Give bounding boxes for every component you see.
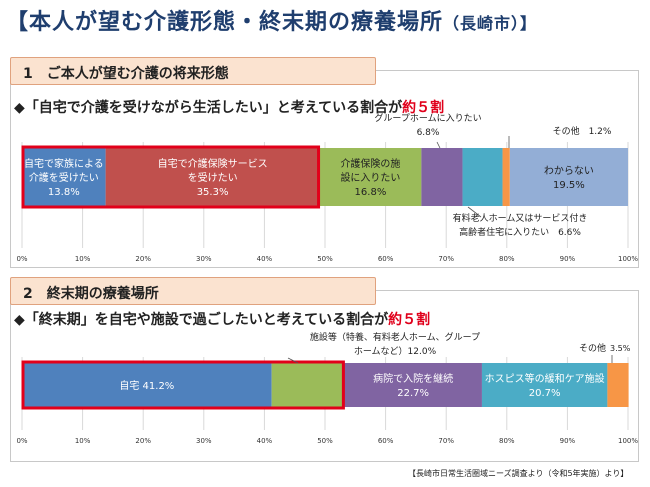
data-label: 16.8% bbox=[355, 187, 387, 198]
section-2-lead-accent: 約５割 bbox=[388, 312, 431, 328]
data-label: 有料老人ホーム又はサービス付き bbox=[453, 212, 588, 224]
data-label: その他 1.2% bbox=[553, 125, 612, 137]
data-label: 自宅で介護保険サービス bbox=[158, 157, 268, 170]
tick-label: 50% bbox=[317, 255, 333, 263]
bar-segment bbox=[344, 363, 482, 407]
tick-label: 20% bbox=[135, 437, 151, 445]
section-1-lead-accent: 約５割 bbox=[402, 100, 445, 116]
tick-label: 30% bbox=[196, 255, 212, 263]
tick-label: 60% bbox=[378, 437, 394, 445]
tick-label: 0% bbox=[16, 437, 27, 445]
data-label: 施設等（特養、有料老人ホーム、グループ bbox=[310, 331, 480, 343]
data-label: グループホームに入りたい bbox=[374, 112, 481, 124]
section-2-lead-text: ◆「終末期」を自宅や施設で過ごしたいと考えている割合が bbox=[14, 312, 389, 328]
tick-label: 80% bbox=[499, 255, 515, 263]
data-label: 20.7% bbox=[529, 388, 561, 399]
data-label: 設に入りたい bbox=[340, 171, 400, 184]
data-label: 3.5% bbox=[610, 344, 631, 353]
bar-segment bbox=[22, 148, 106, 206]
tick-label: 30% bbox=[196, 437, 212, 445]
bar-segment bbox=[105, 148, 320, 206]
section-2-lead: ◆「終末期」を自宅や施設で過ごしたいと考えている割合が約５割 bbox=[14, 309, 430, 329]
bar-segment bbox=[271, 363, 345, 407]
tick-label: 90% bbox=[560, 255, 576, 263]
data-label: 高齢者住宅に入りたい 6.6% bbox=[459, 226, 581, 238]
bar-segment bbox=[421, 148, 463, 206]
data-label: 35.3% bbox=[197, 187, 229, 198]
tick-label: 40% bbox=[257, 255, 273, 263]
tick-label: 50% bbox=[317, 437, 333, 445]
data-label: 自宅 41.2% bbox=[119, 379, 174, 392]
data-label: わからない bbox=[544, 165, 594, 177]
tick-label: 80% bbox=[499, 437, 515, 445]
data-label: ホームなど）12.0% bbox=[354, 346, 437, 357]
section-1-heading: 1 ご本人が望む介護の将来形態 bbox=[10, 57, 376, 85]
leader-line bbox=[287, 357, 299, 364]
data-label: 13.8% bbox=[48, 187, 80, 198]
section-2-heading: 2 終末期の療養場所 bbox=[10, 277, 376, 305]
highlight-box bbox=[21, 360, 345, 410]
bar-segment bbox=[607, 363, 629, 407]
data-label: ホスピス等の緩和ケア施設 bbox=[485, 372, 605, 385]
tick-label: 60% bbox=[378, 255, 394, 263]
page-title-sub: （長崎市）】 bbox=[443, 14, 538, 33]
bar-segment bbox=[22, 363, 272, 407]
data-label: 病院で入院を継続 bbox=[373, 372, 453, 385]
tick-label: 100% bbox=[618, 437, 638, 445]
data-label: を受けたい bbox=[188, 172, 238, 184]
section-1-lead: ◆「自宅で介護を受けながら生活したい」と考えている割合が約５割 bbox=[14, 97, 444, 117]
highlight-box bbox=[21, 145, 321, 209]
leader-line bbox=[436, 141, 441, 149]
tick-label: 10% bbox=[75, 255, 91, 263]
section-1-lead-text: ◆「自宅で介護を受けながら生活したい」と考えている割合が bbox=[14, 100, 403, 116]
bar-segment bbox=[502, 148, 510, 206]
tick-label: 10% bbox=[75, 437, 91, 445]
tick-label: 90% bbox=[560, 437, 576, 445]
page-title-main: 【本人が望む介護形態・終末期の療養場所 bbox=[6, 10, 444, 35]
bar-segment bbox=[509, 148, 628, 206]
tick-label: 20% bbox=[135, 255, 151, 263]
tick-label: 40% bbox=[257, 437, 273, 445]
bar-segment bbox=[481, 363, 608, 407]
leader-line bbox=[467, 206, 482, 218]
bar-segment bbox=[319, 148, 422, 206]
tick-label: 100% bbox=[618, 255, 638, 263]
data-label: 6.8% bbox=[417, 128, 440, 138]
data-label: 介護を受けたい bbox=[29, 171, 99, 184]
source-note: 【長崎市日常生活圏域ニーズ調査より（令和5年実施）より】 bbox=[408, 469, 629, 478]
data-label: その他 bbox=[579, 342, 606, 354]
data-label: 介護保険の施 bbox=[340, 157, 400, 170]
bar-segment bbox=[462, 148, 503, 206]
tick-label: 70% bbox=[438, 437, 454, 445]
data-label: 22.7% bbox=[397, 388, 429, 399]
tick-label: 70% bbox=[438, 255, 454, 263]
data-label: 19.5% bbox=[553, 180, 585, 191]
data-label: 自宅で家族による bbox=[24, 157, 104, 170]
page-title: 【本人が望む介護形態・終末期の療養場所（長崎市）】 bbox=[6, 4, 646, 36]
tick-label: 0% bbox=[16, 255, 27, 263]
